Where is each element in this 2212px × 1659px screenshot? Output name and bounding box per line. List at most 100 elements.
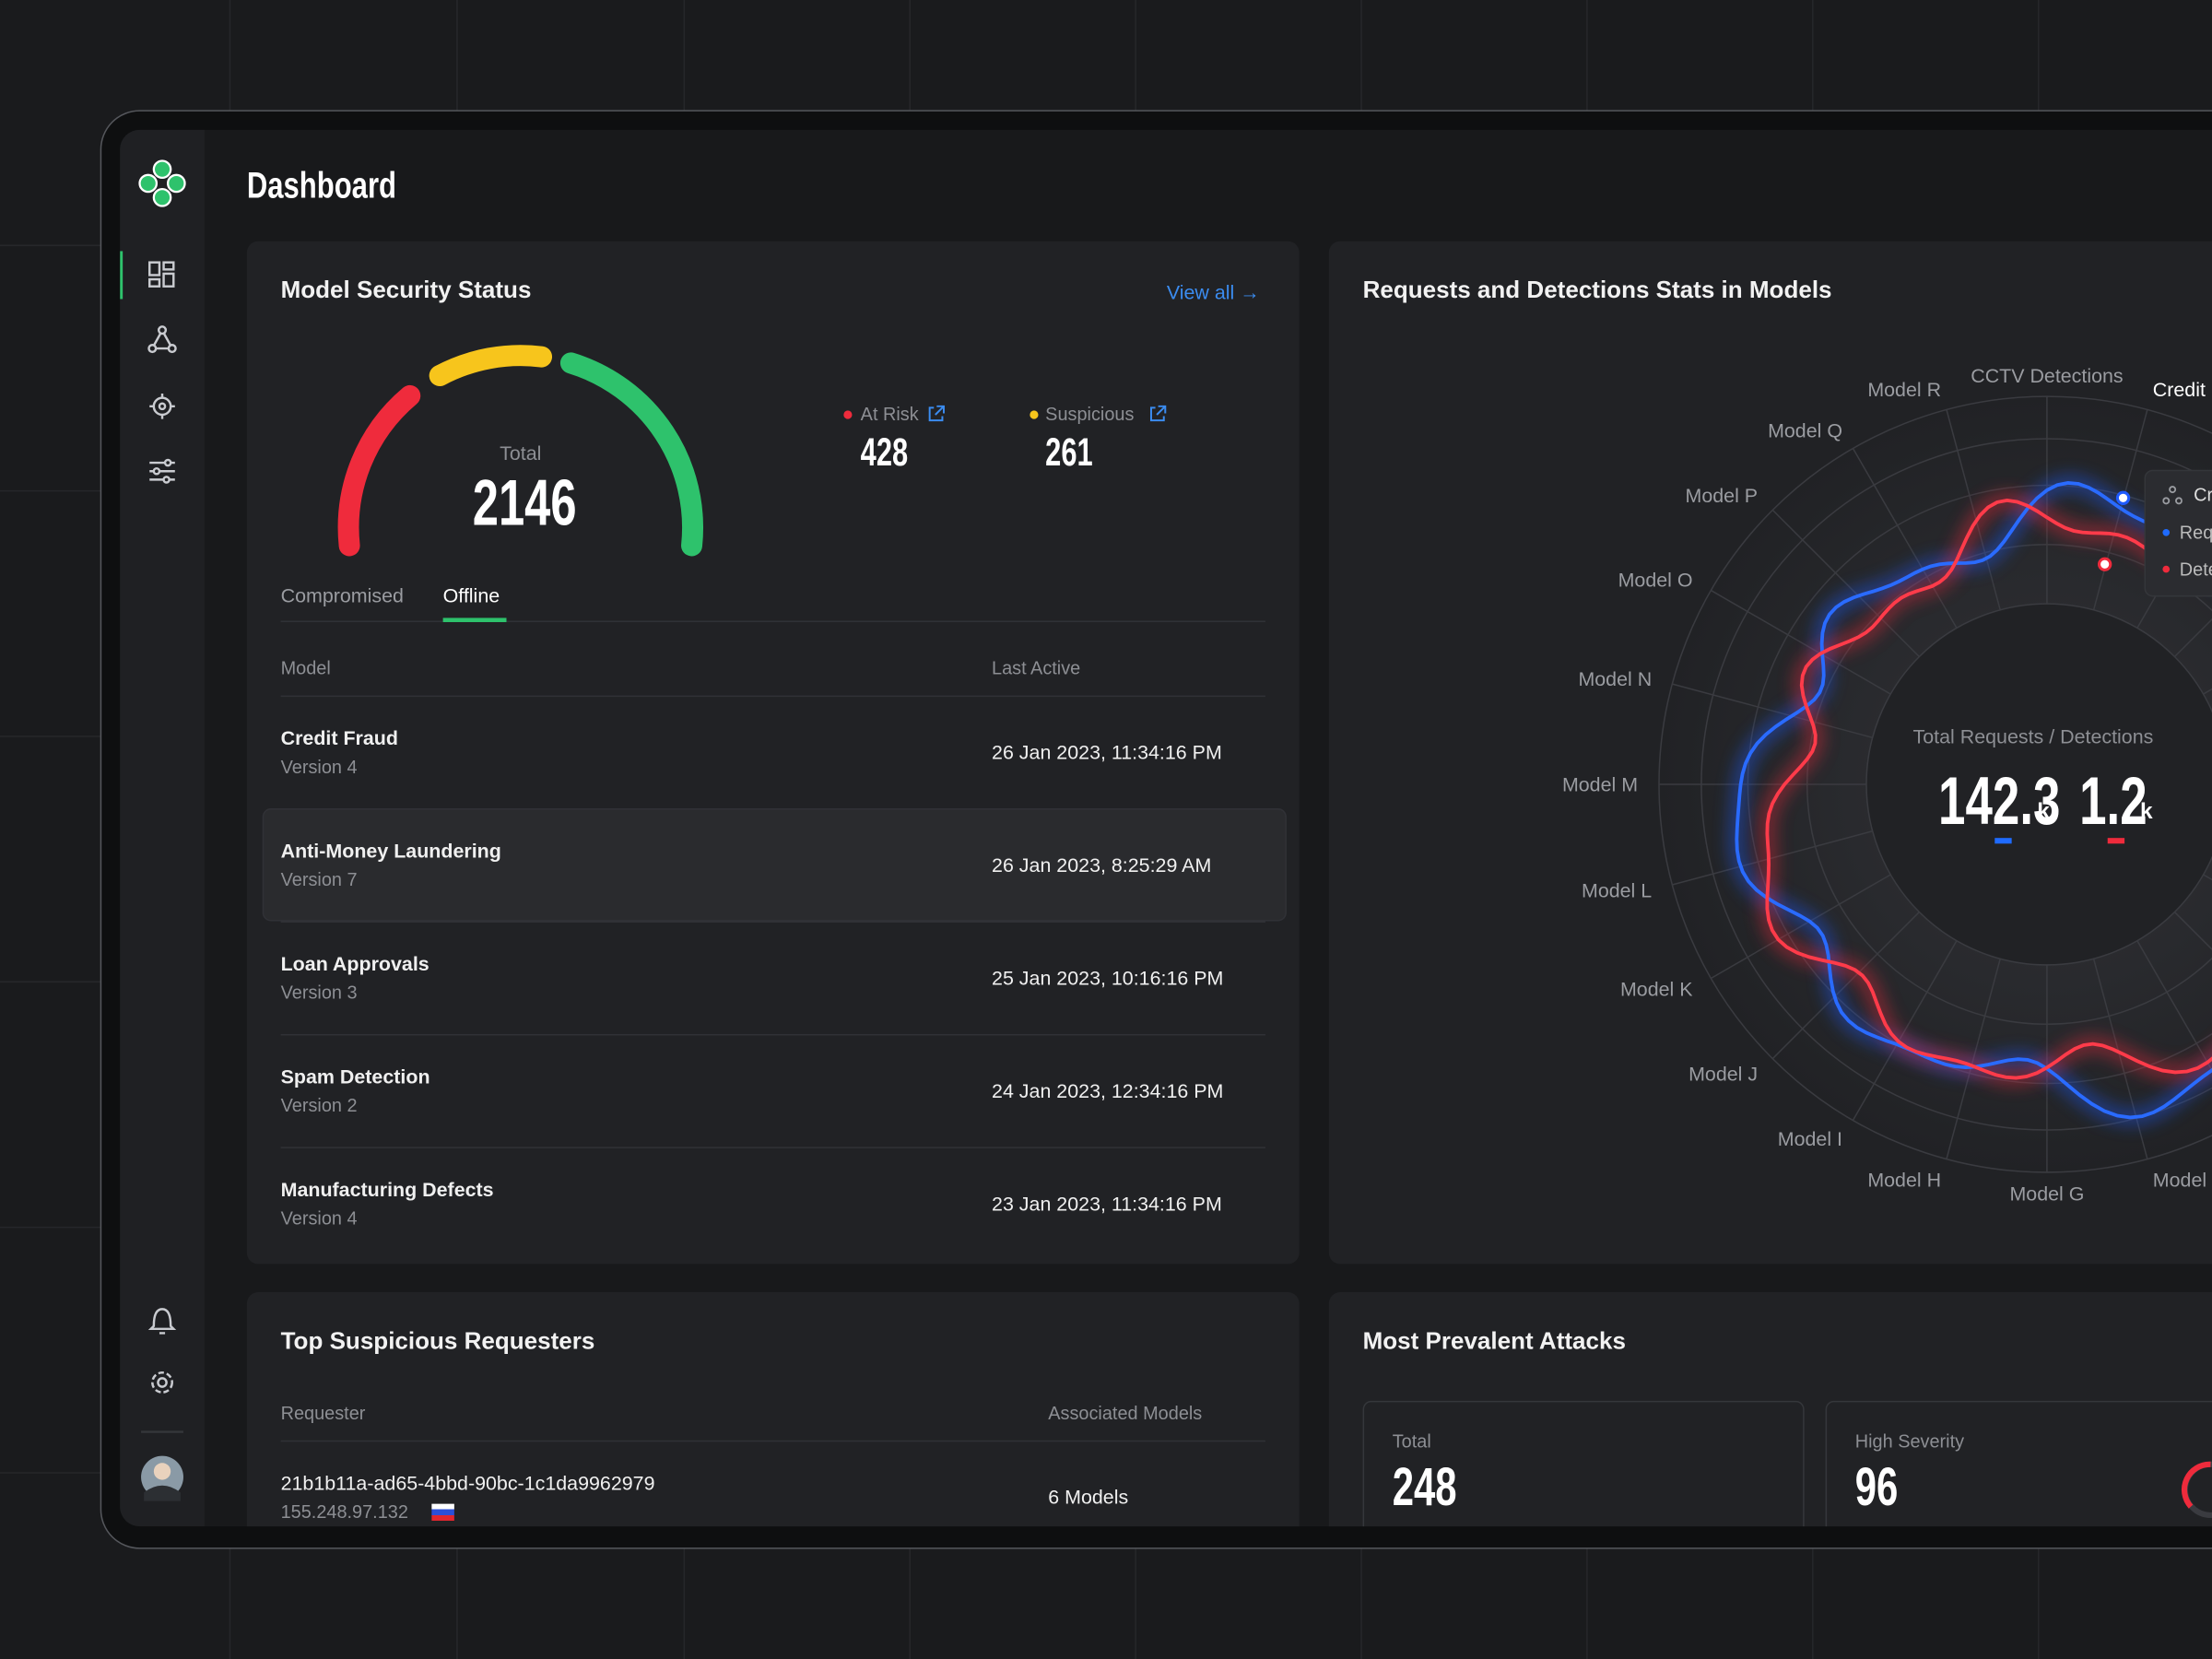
app-window: Dashboard Model Security Status View all… [120,129,2212,1527]
row-divider [280,1147,1265,1148]
radar-spoke [1672,683,1873,739]
nav-preferences[interactable] [151,1371,173,1394]
page-title: Dashboard [246,163,397,206]
hover-point [2098,557,2112,571]
nav-target[interactable] [149,394,175,419]
axis-label: Model G [2009,1183,2084,1206]
tab-underline [442,618,507,622]
stat-label: Total [1392,1430,1431,1452]
stat-box: Total 248 [1362,1400,1805,1527]
stat-number: 428 [860,429,909,475]
model-version: Version 3 [280,982,358,1004]
axis-label: Model M [1562,774,1638,796]
associated-models: 6 Models [1048,1485,1129,1509]
radar-spoke [1946,409,2001,610]
model-version: Version 4 [280,756,358,778]
divider [280,1440,1265,1442]
column-header: Model [280,657,331,679]
axis-label: Credit [2153,379,2206,401]
center-label: Total Requests / Detections [1912,724,2154,748]
card-title: Model Security Status [280,276,532,304]
attacks-card: Most Prevalent Attacks Total 248 High Se… [1328,1292,2212,1527]
flag [431,1503,454,1521]
last-active: 26 Jan 2023, 11:34:16 PM [992,740,1222,764]
radar-spoke [2173,618,2212,658]
radar-spoke [1771,509,1920,658]
requests-value: 142.3 [1938,764,2061,840]
axis-label: Model R [1867,379,1941,401]
model-version: Version 7 [280,868,358,890]
requests-legend [1994,838,2012,844]
axis-label: Model J [1688,1064,1758,1086]
requests-card: Requests and Detections Stats in Models … [1328,241,2212,1265]
legend-dot [2162,528,2171,536]
requester-ip: 155.248.97.132 [280,1500,408,1523]
model-name: Spam Detection [280,1065,430,1088]
stat-value: 248 [1393,1459,1482,1520]
model-name: Anti-Money Laundering [280,839,501,863]
model-name: Manufacturing Defects [280,1178,494,1201]
severity-ring [2181,1461,2212,1518]
security-card: Model Security Status View all → Total 2… [246,241,1300,1265]
column-header: Last Active [992,657,1081,679]
tooltip: Cr Req Dete [2144,469,2212,597]
nav-dashboard[interactable] [148,261,175,288]
radar-spoke [2136,940,2212,1072]
axis-label: Model H [1867,1169,1941,1191]
detections-unit: k [2139,799,2153,824]
view-all-link[interactable]: View all → [1166,280,1260,304]
row-divider [280,695,1265,698]
card-title: Top Suspicious Requesters [280,1327,595,1355]
row-divider [280,921,1265,924]
gauge-segment [559,352,703,557]
axis-label: Model P [1686,485,1759,507]
at-risk-dot [843,410,853,419]
row-divider [280,1033,1265,1036]
tooltip-title: Cr [2194,483,2212,505]
model-name: Loan Approvals [280,952,429,975]
stat-number: 261 [1045,429,1093,475]
radar-spoke [2173,912,2212,951]
external-icons [928,405,1167,422]
hover-point [2115,490,2131,505]
axis-label: Model O [1618,570,1693,592]
radar-center [1865,603,2212,966]
sidebar-icons [120,159,186,1501]
stat-label: At Risk [860,403,919,425]
requests-total: 142.3 [1938,763,2108,841]
logo [138,159,186,207]
stat-value: 261 [1045,430,1112,476]
card-title: Requests and Detections Stats in Models [1362,276,1832,304]
tab[interactable]: Compromised [280,583,404,607]
nav-settings[interactable] [149,458,175,484]
nav-models[interactable] [147,325,177,354]
row-highlight [262,808,1287,922]
model-version: Version 2 [280,1094,358,1116]
radar-spoke [1771,912,1920,1060]
axis-label: Model K [1620,979,1693,1001]
radar-spoke [1852,940,1958,1121]
legend-dot [2162,565,2171,573]
axis-label: Model L [1582,880,1652,902]
gauge-segment [429,345,553,387]
axis-label: Model I [1778,1128,1842,1150]
tab-active[interactable]: Offline [442,583,500,607]
stat-label: High Severity [1854,1430,1965,1452]
nav-notifications[interactable] [147,1308,177,1335]
detections-line [1765,498,2212,1080]
last-active: 25 Jan 2023, 10:16:16 PM [992,966,1224,989]
axis-label: CCTV Detections [1971,365,2123,387]
stat-number: 248 [1392,1458,1457,1518]
axis-label: Model N [1578,668,1652,690]
tooltip-item: Req [2179,522,2212,544]
gauge-total: 2146 [473,465,577,541]
radar-spoke [1711,874,1891,980]
detections-total: 1.2 [2079,763,2173,841]
gauge-label-text: Total [500,441,542,465]
stat-value: 96 [1855,1459,1915,1520]
requests-unit: k [2037,799,2050,824]
last-active: 23 Jan 2023, 11:34:16 PM [992,1192,1222,1215]
avatar[interactable] [141,1455,183,1501]
last-active: 26 Jan 2023, 8:25:29 AM [992,853,1212,877]
